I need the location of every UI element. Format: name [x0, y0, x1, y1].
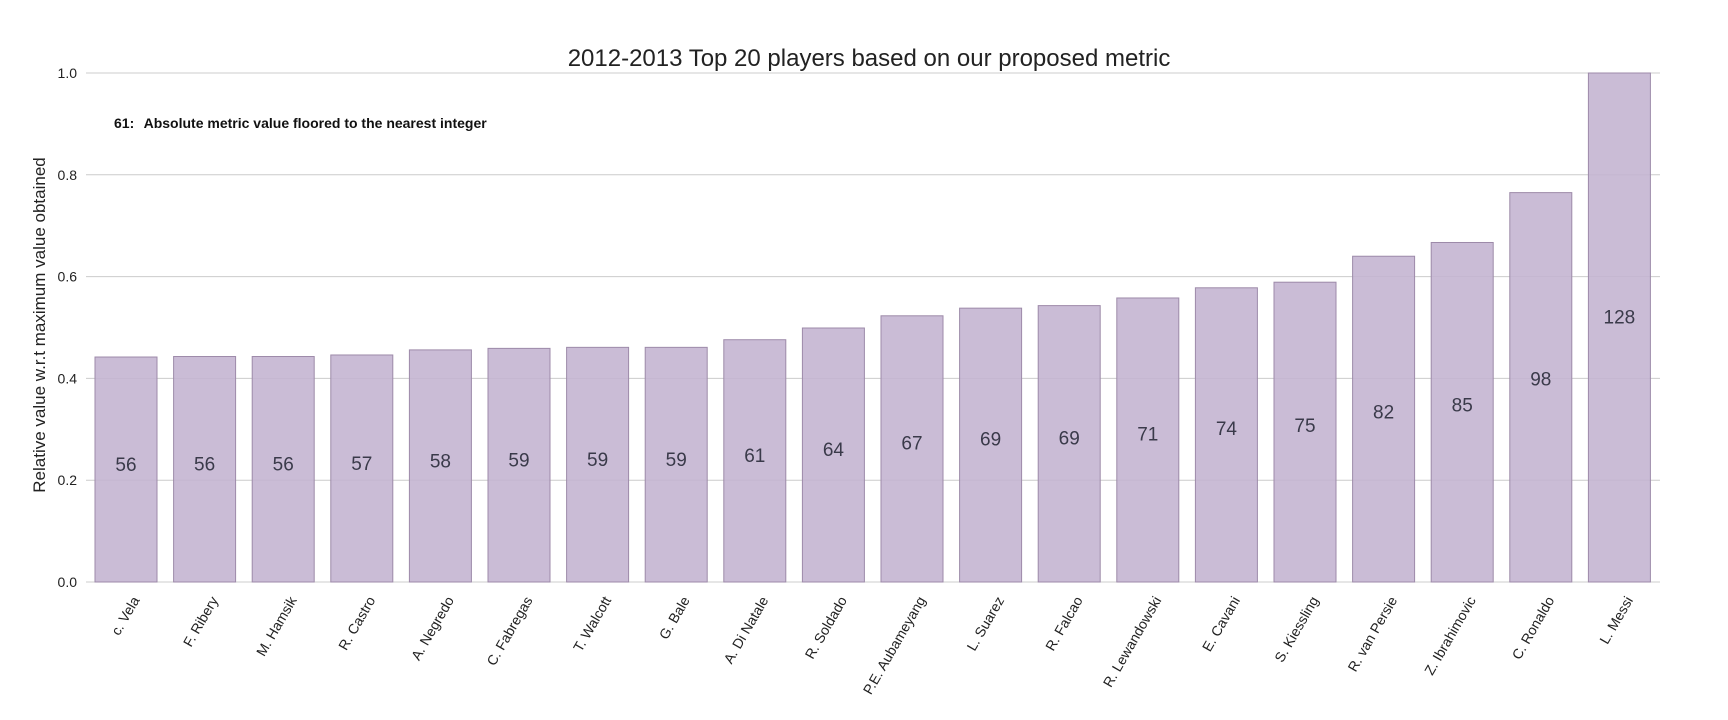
bar — [566, 346, 630, 583]
x-tick-label: F. Ribery — [180, 594, 221, 650]
y-axis-ticks: 0.0 0.2 0.4 0.6 0.8 1.0 — [58, 65, 78, 590]
x-tick-label: G. Bale — [656, 593, 693, 642]
bar — [880, 315, 944, 583]
x-tick-label: E. Cavani — [1199, 594, 1243, 655]
y-tick-label: 0.0 — [58, 574, 78, 590]
x-tick-label: S. Kiessling — [1271, 594, 1321, 665]
x-tick-label: R. Lewandowski — [1100, 594, 1165, 690]
bar-value-label: 64 — [823, 440, 845, 461]
bar-value-label: 58 — [430, 451, 451, 472]
bar-value-label: 69 — [1059, 428, 1080, 449]
bar — [1116, 297, 1180, 583]
annotation-key: 61: — [114, 115, 134, 131]
bar-value-label: 59 — [666, 450, 687, 471]
y-tick-label: 0.2 — [58, 472, 78, 488]
annotation-note: 61: Absolute metric value floored to the… — [114, 115, 487, 131]
y-tick-label: 0.8 — [58, 167, 78, 183]
bars — [94, 72, 1651, 583]
gridlines — [86, 72, 1660, 583]
x-tick-label: M. Hamsik — [253, 593, 300, 659]
bar-value-label: 59 — [508, 451, 529, 472]
y-tick-label: 1.0 — [58, 65, 78, 81]
bar-value-label: 75 — [1294, 416, 1315, 437]
chart-title: 2012-2013 Top 20 players based on our pr… — [568, 45, 1171, 72]
bar — [1430, 241, 1494, 583]
bar — [1509, 192, 1573, 583]
y-tick-label: 0.4 — [58, 370, 78, 386]
bar — [251, 356, 315, 583]
bar-value-label: 74 — [1216, 419, 1238, 440]
bar — [1352, 255, 1416, 583]
x-tick-label: R. Castro — [335, 593, 379, 652]
bar — [723, 339, 787, 583]
bar-value-label: 69 — [980, 430, 1001, 451]
x-tick-label: R. Soldado — [802, 593, 851, 661]
bar-value-label: 56 — [273, 455, 294, 476]
bar — [644, 346, 708, 583]
bar — [1587, 72, 1651, 583]
x-tick-label: C. Ronaldo — [1509, 593, 1558, 662]
bar — [1273, 281, 1337, 583]
bar-value-label: 57 — [351, 454, 372, 475]
bar — [959, 307, 1023, 583]
svg-text:61: Absolute metric valu: 61: Absolute metric value floored to the… — [114, 115, 487, 131]
x-tick-label: A. Negredo — [408, 593, 457, 663]
bar — [94, 356, 158, 583]
x-tick-label: R. van Persie — [1344, 593, 1400, 674]
bar — [1194, 287, 1258, 583]
bar-value-label: 56 — [115, 455, 136, 476]
bar-value-label: 61 — [744, 446, 765, 467]
annotation-text: Absolute metric value floored to the nea… — [144, 115, 488, 131]
bar — [487, 347, 551, 583]
bar-value-label: 98 — [1530, 370, 1551, 391]
bar-value-label: 85 — [1452, 395, 1473, 416]
bar — [408, 349, 472, 583]
bar-value-label: 71 — [1137, 424, 1158, 445]
x-tick-label: c. Vela — [108, 593, 143, 638]
bar-value-labels: 56 56 56 57 58 59 59 59 61 64 67 69 69 71 74 75 82 85 98 12… — [115, 307, 1635, 476]
x-tick-label: L. Messi — [1596, 594, 1636, 647]
x-tick-label: A. Di Natale — [720, 593, 771, 666]
x-tick-label: P.E. Aubameyang — [860, 594, 929, 698]
bar-value-label: 59 — [587, 450, 608, 471]
x-tick-label: Z. Ibrahimovic — [1421, 594, 1479, 678]
x-axis-ticks: c. Vela F. Ribery M. Hamsik R. Castro A. Neg… — [108, 593, 1636, 697]
y-axis-label: Relative value w.r.t maximum value obtai… — [30, 157, 49, 492]
bar — [330, 354, 394, 583]
bar — [1037, 305, 1101, 583]
bar-value-label: 82 — [1373, 403, 1394, 424]
bar — [801, 327, 865, 583]
x-tick-label: T. Walcott — [570, 593, 614, 654]
bar — [173, 356, 237, 583]
x-tick-label: R. Falcao — [1042, 593, 1086, 653]
y-tick-label: 0.6 — [58, 269, 78, 285]
bar-value-label: 56 — [194, 455, 215, 476]
bar-value-label: 128 — [1604, 307, 1636, 328]
x-tick-label: L. Suarez — [963, 594, 1007, 654]
x-tick-label: C. Fabregas — [483, 594, 535, 669]
bar-value-label: 67 — [901, 434, 922, 455]
